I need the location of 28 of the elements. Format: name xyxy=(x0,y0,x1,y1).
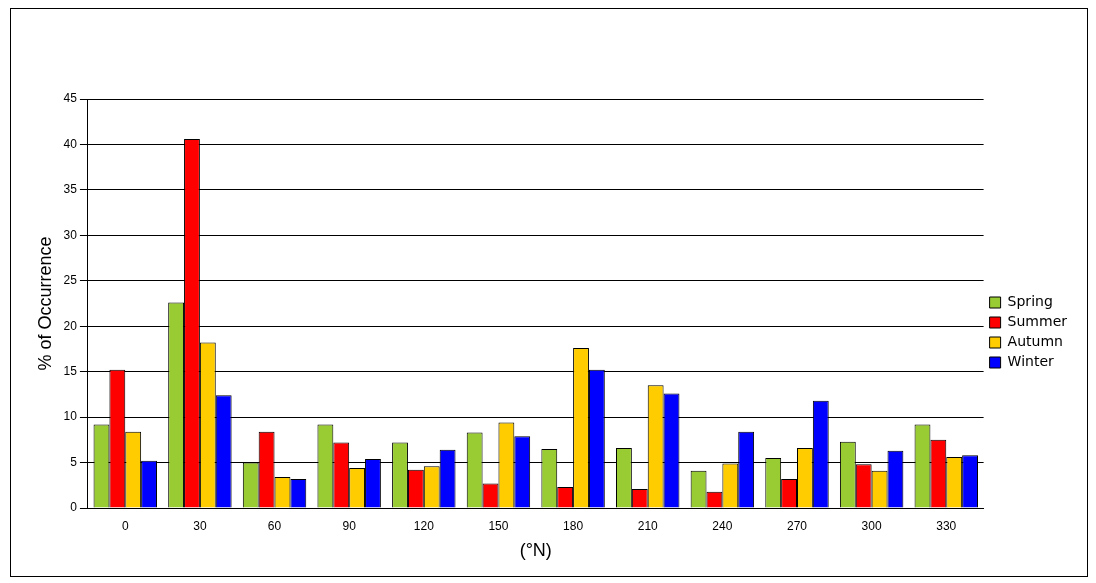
legend-label: Summer xyxy=(1007,313,1068,330)
y-tick-label: 45 xyxy=(63,91,78,106)
y-tick-label: 20 xyxy=(63,318,78,333)
y-tick-label: 35 xyxy=(63,182,78,197)
y-tick-label: 30 xyxy=(63,227,78,242)
x-tick-label: 60 xyxy=(267,518,282,533)
y-tick-label: 40 xyxy=(63,136,78,151)
x-tick-label: 150 xyxy=(488,518,509,533)
x-tick-label: 180 xyxy=(563,518,584,533)
x-tick-label: 210 xyxy=(637,518,659,533)
y-tick-label: 25 xyxy=(63,273,78,288)
x-tick-label: 330 xyxy=(936,518,957,533)
legend-label: Autumn xyxy=(1007,333,1063,350)
x-tick-label: 0 xyxy=(121,518,129,533)
x-tick-label: 30 xyxy=(193,518,207,533)
y-axis-title: % of Occurrence xyxy=(34,236,55,371)
x-tick-label: 300 xyxy=(861,518,882,533)
x-tick-label: 240 xyxy=(712,518,733,533)
legend-label: Winter xyxy=(1007,353,1054,370)
y-tick-label: 0 xyxy=(70,500,78,515)
y-tick-label: 15 xyxy=(63,363,78,378)
x-tick-label: 90 xyxy=(342,518,357,533)
y-tick-label: 10 xyxy=(63,409,78,424)
legend-label: Spring xyxy=(1007,293,1053,310)
x-tick-label: 270 xyxy=(786,518,808,533)
y-tick-label: 5 xyxy=(70,454,78,469)
x-tick-label: 120 xyxy=(413,518,435,533)
x-axis-title: (°N) xyxy=(519,540,552,561)
